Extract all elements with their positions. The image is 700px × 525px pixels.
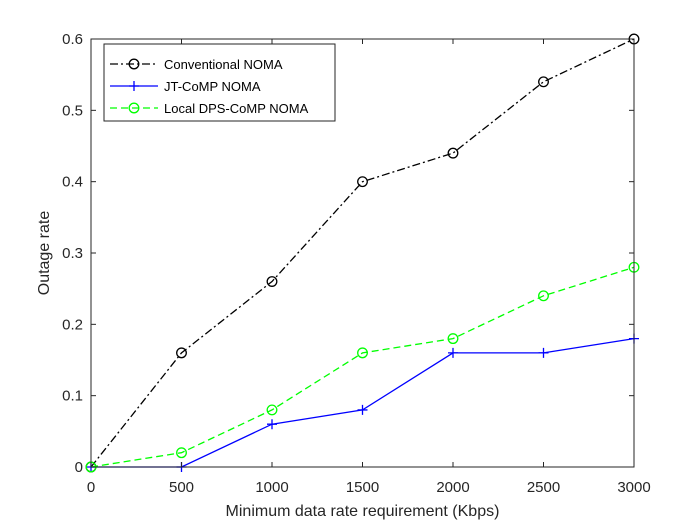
y-tick-label: 0.5 <box>62 102 83 119</box>
y-tick-label: 0.4 <box>62 174 83 191</box>
y-tick-label: 0.3 <box>62 245 83 262</box>
x-tick-label: 500 <box>169 479 194 496</box>
series-1-point <box>357 176 368 188</box>
legend-item-3: Local DPS-CoMP NOMA <box>110 101 309 116</box>
series-3-point <box>357 347 368 359</box>
x-tick-label: 1500 <box>346 479 379 496</box>
x-tick-label: 3000 <box>617 479 650 496</box>
y-axis-title: Outage rate <box>36 211 53 296</box>
x-tick-label: 0 <box>87 479 95 496</box>
legend-label: Local DPS-CoMP NOMA <box>164 101 309 116</box>
series-3-point <box>266 404 278 416</box>
series-3-point <box>176 447 187 459</box>
ticks-layer: 0 500 1000 1500 2000 2500 3000 0 0.1 0.2 0.3 0.4 0.5… <box>62 31 651 496</box>
legend-label: Conventional NOMA <box>164 57 283 72</box>
series-2-point <box>267 419 277 430</box>
series-3-point <box>447 333 459 345</box>
series-2-point <box>357 404 368 415</box>
series-2-point <box>448 347 458 358</box>
series-1-line <box>90 38 635 468</box>
series-2-point <box>538 347 549 358</box>
legend-item-1: Conventional NOMA <box>110 57 283 72</box>
x-axis-title: Minimum data rate requirement (Kbps) <box>226 503 500 520</box>
series-1-point <box>538 76 549 88</box>
series-1-point <box>447 147 459 159</box>
legend-label: JT-CoMP NOMA <box>164 79 261 94</box>
y-tick-label: 0.2 <box>62 316 83 333</box>
y-tick-label: 0 <box>75 459 83 476</box>
y-tick-label: 0.6 <box>62 31 83 48</box>
legend-item-2: JT-CoMP NOMA <box>110 79 261 94</box>
x-tick-label: 2500 <box>527 479 560 496</box>
y-tick-label: 0.1 <box>62 388 83 405</box>
series-1-point <box>266 276 278 287</box>
series-3-point <box>538 290 549 302</box>
x-tick-label: 1000 <box>255 479 288 496</box>
legend: Conventional NOMA JT-CoMP NOMA Local DPS-C… <box>103 43 336 122</box>
legend-marker <box>129 81 139 91</box>
series-3-line <box>90 266 635 468</box>
legend-marker <box>128 58 140 70</box>
legend-box <box>103 43 336 122</box>
x-tick-label: 2000 <box>436 479 469 496</box>
series-1-point <box>176 347 187 359</box>
legend-marker <box>128 102 140 114</box>
